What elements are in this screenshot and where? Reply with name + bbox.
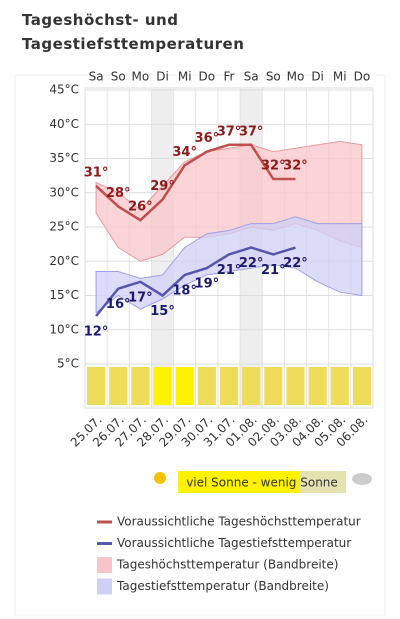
sunshine-box [197,367,216,405]
legend-label: Voraussichtliche Tageshöchsttemperatur [117,515,361,529]
data-label: 32° [283,159,308,174]
sunshine-box [242,367,261,405]
sunshine-box [175,367,194,405]
data-label: 22° [283,256,308,271]
temperature-band [95,216,363,314]
weekday-label: Mi [333,70,347,84]
weekday-label: Sa [244,70,259,84]
data-label: 12° [84,325,109,340]
y-tick-label: 5°C [57,357,79,371]
data-label: 36° [195,131,220,146]
weekday-label: Di [311,70,324,84]
weekday-label: Di [156,70,169,84]
weekday-label: Sa [89,70,104,84]
sunshine-box [109,367,128,405]
weekday-label: Mo [132,70,150,84]
sunshine-box [131,367,150,405]
chart-title: Tageshöchst- und Tagestiefsttemperaturen [22,11,245,53]
data-label: 31° [84,165,109,180]
data-label: 34° [172,145,197,160]
data-label: 37° [239,124,264,139]
data-label: 21° [217,263,242,278]
sunshine-box [308,367,327,405]
data-label: 32° [261,159,286,174]
sunshine-box [219,367,239,405]
weekday-label: Mi [178,70,192,84]
weekday-label: So [111,70,126,84]
sunshine-legend: viel Sonne - wenig Sonne [186,476,338,490]
data-label: 29° [150,179,175,194]
data-label: 16° [106,297,131,312]
data-label: 15° [150,304,175,319]
legend-swatch [97,557,112,573]
data-label: 18° [172,283,197,298]
y-tick-label: 25°C [49,220,79,234]
frame [14,74,386,616]
y-tick-label: 35°C [49,151,79,165]
y-tick-label: 20°C [49,254,79,268]
data-label: 17° [128,290,153,305]
temperature-line [95,143,296,222]
sunshine-box [286,367,305,405]
data-label: 19° [195,277,220,292]
cloud-icon [352,473,372,485]
legend-label: Tageshöchsttemperatur (Bandbreite) [116,558,338,572]
sunshine-box [330,367,349,405]
y-tick-label: 30°C [49,185,79,199]
sunshine-box [352,367,371,405]
sunshine-legend-fade [300,471,346,493]
weekday-label: Do [354,70,371,84]
weekday-label: Mo [287,70,305,84]
weekday-label: Do [199,70,216,84]
y-tick-label: 10°C [49,322,79,336]
sunshine-box [87,367,106,405]
legend-swatch [97,578,112,595]
data-label: 22° [239,256,264,271]
data-label: 28° [106,186,131,201]
weekday-label: So [266,70,281,84]
data-label: 21° [261,263,286,278]
data-label: 37° [217,124,242,139]
sunshine-box [264,367,283,405]
legend-label: Voraussichtliche Tagestiefsttemperatur [117,536,351,550]
y-tick-label: 45°C [49,83,79,97]
y-tick-label: 40°C [49,117,79,131]
weekday-label: Fr [224,70,235,84]
y-tick-label: 15°C [49,288,79,302]
legend-label: Tagestiefsttemperatur (Bandbreite) [116,579,329,593]
temperature-line [95,246,296,317]
sun-icon [154,472,166,484]
sunshine-box [153,367,172,405]
data-label: 26° [128,200,153,215]
